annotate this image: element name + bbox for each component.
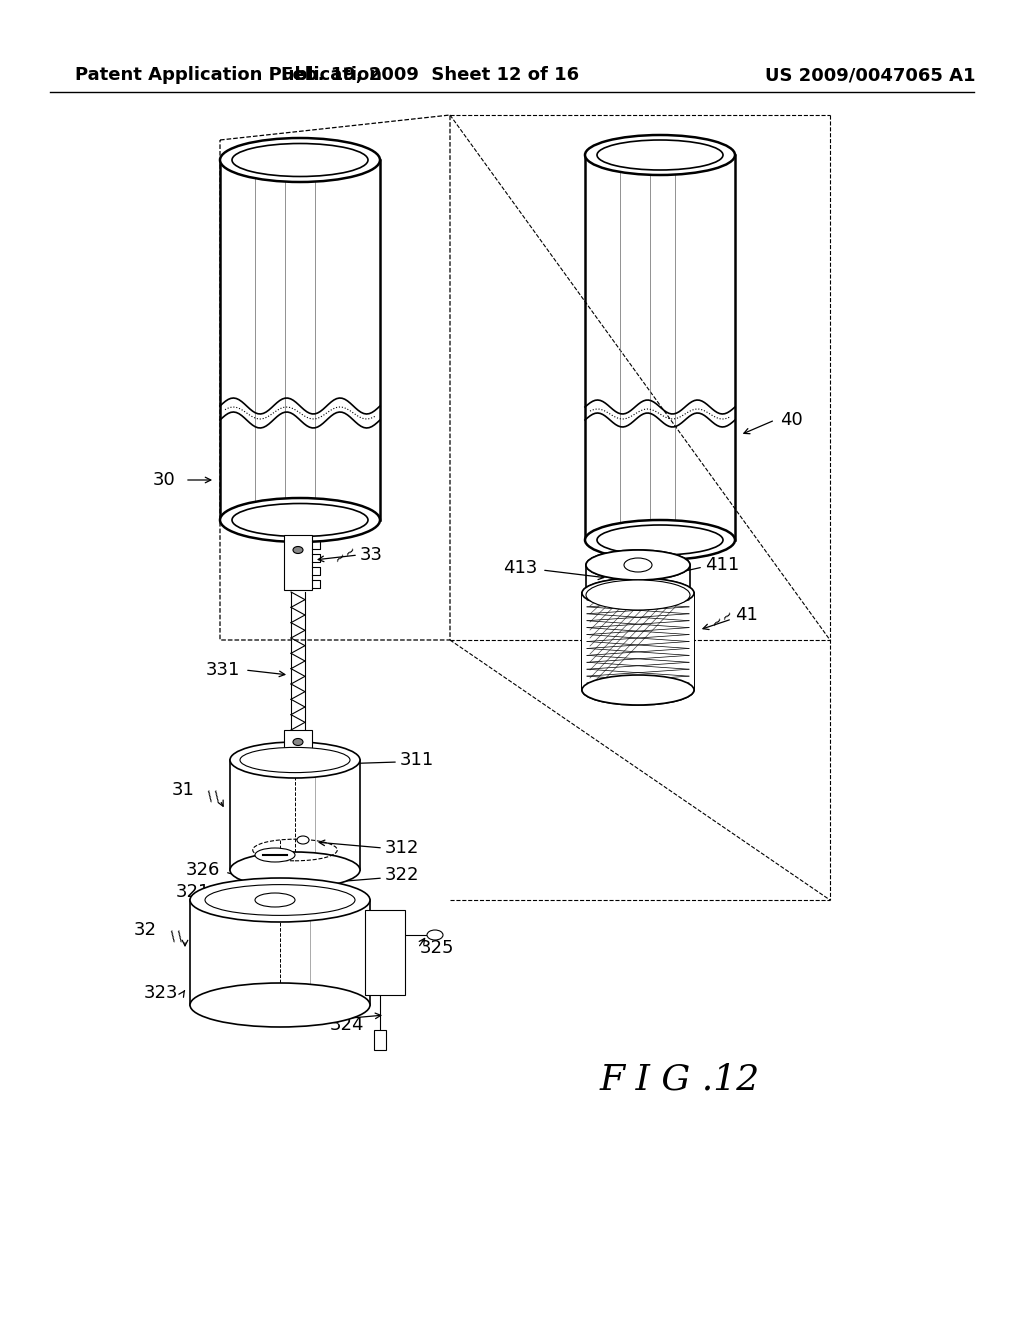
Ellipse shape: [220, 498, 380, 543]
Text: 30: 30: [153, 471, 175, 488]
Ellipse shape: [205, 884, 355, 915]
Ellipse shape: [255, 894, 295, 907]
Text: /: /: [205, 788, 216, 803]
Text: ~: ~: [718, 607, 736, 626]
Ellipse shape: [597, 140, 723, 170]
Text: 311: 311: [400, 751, 434, 770]
Text: /: /: [212, 788, 223, 803]
Ellipse shape: [293, 546, 303, 553]
Text: ~: ~: [341, 543, 359, 561]
Text: F I G .12: F I G .12: [600, 1063, 760, 1097]
Ellipse shape: [582, 675, 694, 705]
Text: 325: 325: [420, 939, 455, 957]
Ellipse shape: [230, 851, 360, 888]
Ellipse shape: [586, 550, 690, 579]
Text: Patent Application Publication: Patent Application Publication: [75, 66, 382, 84]
Text: US 2009/0047065 A1: US 2009/0047065 A1: [765, 66, 975, 84]
Text: /: /: [175, 928, 186, 942]
Text: ~: ~: [331, 549, 349, 568]
Text: 33: 33: [360, 546, 383, 564]
Text: 331: 331: [206, 661, 240, 678]
Ellipse shape: [190, 878, 370, 921]
Ellipse shape: [586, 550, 690, 579]
Text: 32: 32: [134, 921, 157, 939]
Ellipse shape: [597, 525, 723, 554]
Ellipse shape: [297, 836, 309, 843]
Ellipse shape: [190, 983, 370, 1027]
FancyBboxPatch shape: [374, 1030, 386, 1049]
Text: 31: 31: [172, 781, 195, 799]
Ellipse shape: [582, 578, 694, 609]
Ellipse shape: [232, 144, 368, 177]
FancyBboxPatch shape: [365, 909, 406, 995]
Ellipse shape: [582, 675, 694, 705]
Ellipse shape: [624, 558, 652, 572]
Text: 326: 326: [185, 861, 220, 879]
FancyBboxPatch shape: [284, 535, 312, 590]
Ellipse shape: [586, 579, 690, 610]
Text: 415: 415: [586, 671, 620, 689]
Text: ~: ~: [708, 612, 726, 631]
Ellipse shape: [230, 742, 360, 777]
Text: /: /: [168, 928, 179, 942]
Ellipse shape: [582, 578, 694, 609]
Text: 322: 322: [385, 866, 420, 884]
Ellipse shape: [624, 558, 652, 572]
FancyBboxPatch shape: [582, 593, 694, 690]
Ellipse shape: [232, 503, 368, 536]
FancyBboxPatch shape: [284, 730, 312, 770]
Ellipse shape: [220, 139, 380, 182]
Ellipse shape: [585, 135, 735, 176]
Text: 312: 312: [385, 840, 420, 857]
Text: 40: 40: [780, 411, 803, 429]
Text: Feb. 19, 2009  Sheet 12 of 16: Feb. 19, 2009 Sheet 12 of 16: [281, 66, 579, 84]
Ellipse shape: [586, 579, 690, 610]
Ellipse shape: [293, 738, 303, 746]
Ellipse shape: [255, 847, 295, 862]
Text: 41: 41: [735, 606, 758, 624]
Text: 323: 323: [143, 983, 178, 1002]
Text: 411: 411: [705, 556, 739, 574]
Text: 321: 321: [176, 883, 210, 902]
Ellipse shape: [427, 931, 443, 940]
Text: 324: 324: [330, 1016, 365, 1034]
Ellipse shape: [585, 520, 735, 560]
Text: 413: 413: [503, 558, 537, 577]
Ellipse shape: [240, 747, 350, 772]
